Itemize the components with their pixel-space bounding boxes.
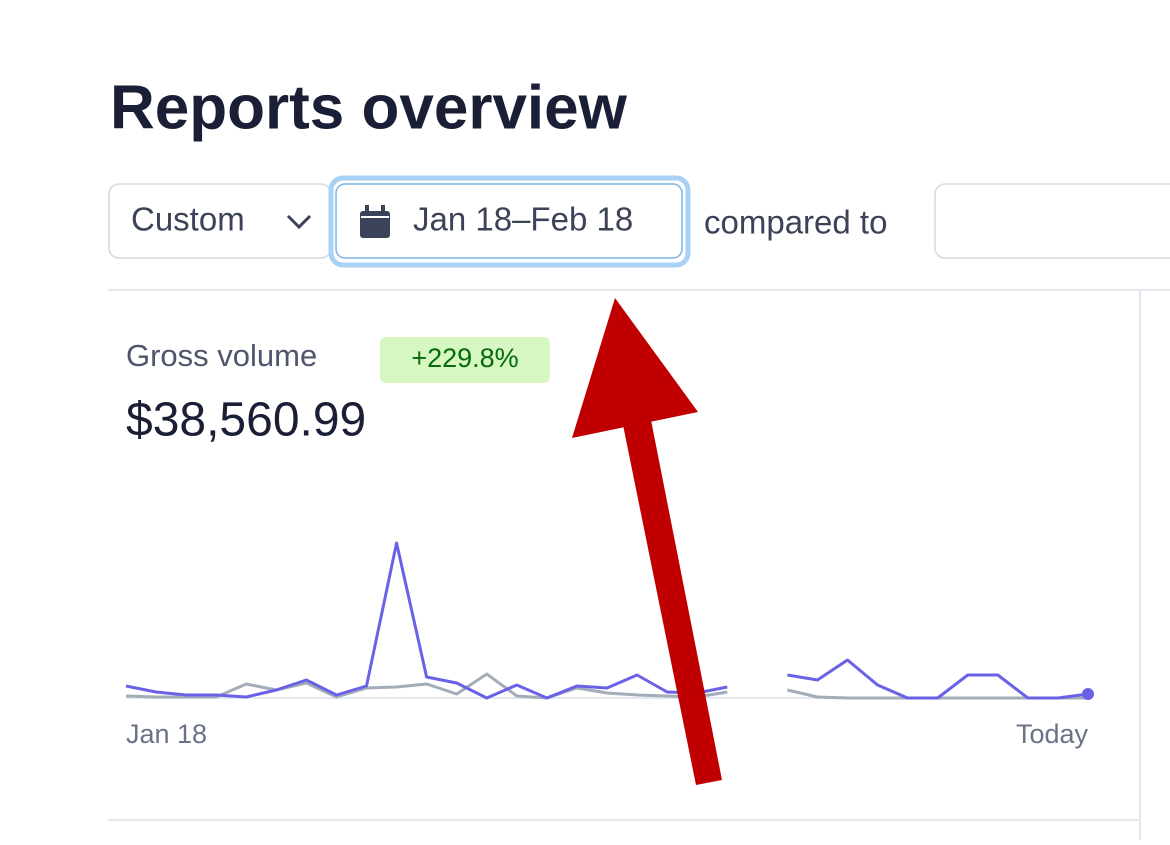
series-line bbox=[125, 541, 1089, 700]
metric-amount: $38,560.99 bbox=[126, 394, 366, 447]
calendar-line bbox=[361, 216, 389, 218]
chevron-icon bbox=[286, 214, 312, 230]
range-select-label: Custom bbox=[131, 201, 245, 238]
end-dot bbox=[1082, 688, 1094, 700]
date-picker[interactable] bbox=[335, 183, 683, 259]
compare-label: compared to bbox=[704, 204, 887, 241]
page-title: Reports overview bbox=[110, 73, 628, 142]
sparkline bbox=[125, 541, 1094, 700]
date-range: Jan 18–Feb 18 bbox=[413, 201, 633, 238]
change-badge bbox=[380, 337, 550, 383]
x-tick-label: Jan 18 bbox=[126, 719, 207, 749]
arrow-shaft bbox=[622, 415, 722, 785]
metric-name: Gross volume bbox=[126, 338, 317, 373]
x-tick-label: Today bbox=[1016, 719, 1089, 749]
change-value: +229.8% bbox=[411, 343, 518, 373]
compare-select[interactable] bbox=[934, 183, 1170, 259]
arrow-head bbox=[572, 298, 698, 438]
focus-ring bbox=[328, 175, 691, 268]
